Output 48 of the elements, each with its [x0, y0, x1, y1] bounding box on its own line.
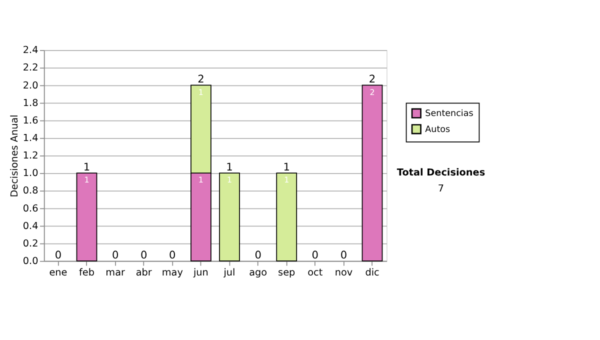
total-label: 0	[340, 249, 348, 262]
y-tick-label: 1.8	[22, 98, 38, 109]
x-tick-label: feb	[79, 267, 94, 278]
y-tick-label: 2.4	[22, 45, 38, 56]
legend-label: Autos	[425, 124, 451, 135]
x-tick-label: oct	[308, 267, 323, 278]
x-tick-label: dic	[365, 267, 380, 278]
data-label: 1	[284, 176, 290, 185]
y-tick-label: 2.0	[22, 80, 38, 92]
text: 7	[438, 184, 444, 195]
x-tick-label: ene	[49, 267, 68, 278]
x-tick-label: sep	[278, 267, 296, 278]
x-tick-label: jul	[222, 267, 236, 278]
total-label: 0	[312, 249, 319, 262]
total-label: 0	[54, 249, 62, 262]
total-label: 0	[140, 249, 148, 262]
data-label: 1	[84, 176, 90, 185]
y-tick-label: 1.0	[22, 168, 38, 180]
y-tick-label: 0.8	[22, 186, 38, 197]
total-label: 0	[169, 249, 176, 262]
y-axis-title: Decisiones Anual	[10, 114, 21, 198]
x-tick-label: nov	[334, 267, 353, 278]
x-tick-label: abr	[136, 267, 152, 278]
total-label: 1	[83, 161, 90, 174]
data-label: 2	[370, 88, 375, 97]
total-label: 0	[112, 249, 119, 262]
y-tick-label: 0.0	[22, 256, 38, 268]
y-tick-label: 1.4	[22, 133, 38, 144]
total-label: 1	[226, 161, 233, 174]
total-label: 2	[198, 74, 204, 86]
x-tick-label: mar	[106, 267, 125, 278]
x-tick-label: may	[162, 267, 184, 278]
total-label: 1	[283, 161, 290, 174]
total-label: 2	[368, 74, 376, 86]
y-tick-label: 0.4	[22, 220, 38, 232]
data-label: 1	[198, 176, 204, 185]
y-tick-label: 0.2	[22, 238, 38, 250]
y-tick-label: 1.6	[22, 115, 38, 126]
text: Total Decisiones	[396, 168, 486, 179]
data-label: 1	[226, 176, 232, 185]
total-label: 0	[254, 249, 262, 262]
y-tick-label: 1.2	[22, 150, 38, 162]
legend-label: Sentencias	[425, 108, 474, 119]
x-tick-label: ago	[249, 267, 268, 278]
y-tick-label: 2.2	[22, 62, 38, 74]
data-label: 1	[198, 88, 204, 97]
x-tick-label: jun	[192, 267, 208, 278]
y-tick-label: 0.6	[22, 203, 38, 214]
